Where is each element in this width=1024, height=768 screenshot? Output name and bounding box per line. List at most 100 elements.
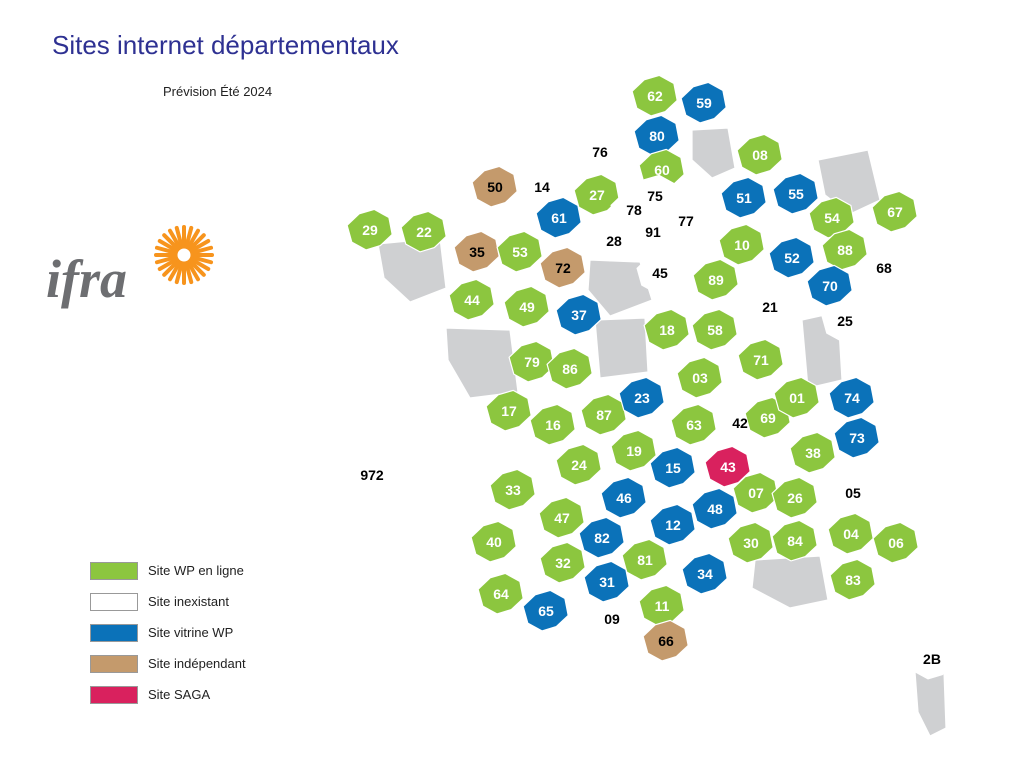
department-label-71: 71 xyxy=(753,352,769,368)
department-label-79: 79 xyxy=(524,354,540,370)
legend-swatch xyxy=(90,562,138,580)
department-label-01: 01 xyxy=(789,390,805,406)
department-label-80: 80 xyxy=(649,128,665,144)
department-label-24: 24 xyxy=(571,457,587,473)
department-88 xyxy=(821,228,868,271)
department-74 xyxy=(828,376,875,419)
ifra-logo: ifra xyxy=(46,225,214,309)
legend-swatch xyxy=(90,655,138,673)
department-label-26: 26 xyxy=(787,490,803,506)
department-16 xyxy=(529,403,576,446)
department-84 xyxy=(771,519,818,562)
department-label-87: 87 xyxy=(596,407,612,423)
department-25 xyxy=(821,299,868,342)
department-label-2B: 2B xyxy=(923,651,941,667)
department-44 xyxy=(448,278,495,321)
department-45 xyxy=(636,251,683,294)
department-40 xyxy=(470,520,517,563)
department-label-68: 68 xyxy=(876,260,892,276)
department-label-17: 17 xyxy=(501,403,517,419)
department-label-61: 61 xyxy=(551,210,567,226)
department-label-04: 04 xyxy=(843,526,859,542)
department-12 xyxy=(649,503,696,546)
legend-label: Site vitrine WP xyxy=(148,625,234,640)
legend-item-none: Site inexistant xyxy=(90,591,330,613)
department-27 xyxy=(573,173,620,216)
department-label-09: 09 xyxy=(604,611,620,627)
department-label-88: 88 xyxy=(837,242,853,258)
department-50 xyxy=(471,165,518,208)
department-38 xyxy=(789,431,836,474)
department-67 xyxy=(871,190,918,233)
department-label-84: 84 xyxy=(787,533,803,549)
region-grey xyxy=(587,259,653,317)
department-label-16: 16 xyxy=(545,417,561,433)
department-43 xyxy=(704,445,751,488)
department-19 xyxy=(610,429,657,472)
department-label-60: 60 xyxy=(654,162,670,178)
department-73 xyxy=(833,416,880,459)
legend-swatch xyxy=(90,593,138,611)
department-label-46: 46 xyxy=(616,490,632,506)
department-61 xyxy=(535,196,582,239)
department-label-43: 43 xyxy=(720,459,736,475)
legend-label: Site inexistant xyxy=(148,594,229,609)
department-04 xyxy=(827,512,874,555)
department-34 xyxy=(681,552,728,595)
region-grey xyxy=(594,317,649,379)
department-label-51: 51 xyxy=(736,190,752,206)
department-68 xyxy=(860,246,907,289)
department-label-66: 66 xyxy=(658,633,674,649)
department-06 xyxy=(872,521,919,564)
department-label-11: 11 xyxy=(655,598,670,614)
department-label-32: 32 xyxy=(555,555,571,571)
department-label-76: 76 xyxy=(592,144,608,160)
department-label-03: 03 xyxy=(692,370,708,386)
department-87 xyxy=(580,393,627,436)
department-89 xyxy=(692,258,739,301)
department-23 xyxy=(618,376,665,419)
department-21 xyxy=(746,285,793,328)
department-label-38: 38 xyxy=(805,445,821,461)
department-label-62: 62 xyxy=(647,88,663,104)
department-label-06: 06 xyxy=(888,535,904,551)
department-label-64: 64 xyxy=(493,586,509,602)
department-58 xyxy=(691,308,738,351)
department-62 xyxy=(631,74,678,117)
department-46 xyxy=(600,476,647,519)
department-label-77: 77 xyxy=(678,213,694,229)
department-label-14: 14 xyxy=(534,179,550,195)
department-09 xyxy=(588,597,635,640)
department-35 xyxy=(453,230,500,273)
legend-item-saga: Site SAGA xyxy=(90,684,330,706)
legend-item-independant: Site indépendant xyxy=(90,653,330,675)
department-51 xyxy=(720,176,767,219)
department-label-52: 52 xyxy=(784,250,800,266)
department-label-86: 86 xyxy=(562,361,578,377)
department-83 xyxy=(829,558,876,601)
department-08 xyxy=(736,133,783,176)
department-18 xyxy=(643,308,690,351)
legend-label: Site WP en ligne xyxy=(148,563,244,578)
legend-label: Site indépendant xyxy=(148,656,246,671)
page-subtitle: Prévision Été 2024 xyxy=(163,84,273,99)
department-28 xyxy=(590,219,637,262)
department-59 xyxy=(680,81,727,124)
region-grey xyxy=(914,671,947,737)
department-70 xyxy=(806,264,853,307)
department-label-972: 972 xyxy=(360,467,384,483)
legend-swatch xyxy=(90,686,138,704)
department-972 xyxy=(349,454,395,496)
department-48 xyxy=(691,487,738,530)
region-grey xyxy=(445,327,519,399)
department-32 xyxy=(539,541,586,584)
department-72 xyxy=(539,246,586,289)
department-01 xyxy=(773,376,820,419)
department-label-30: 30 xyxy=(743,535,759,551)
department-63 xyxy=(670,403,717,446)
department-10 xyxy=(718,223,765,266)
department-label-23: 23 xyxy=(634,390,650,406)
department-2B xyxy=(908,637,955,680)
department-label-37: 37 xyxy=(571,307,587,323)
department-label-65: 65 xyxy=(538,603,554,619)
